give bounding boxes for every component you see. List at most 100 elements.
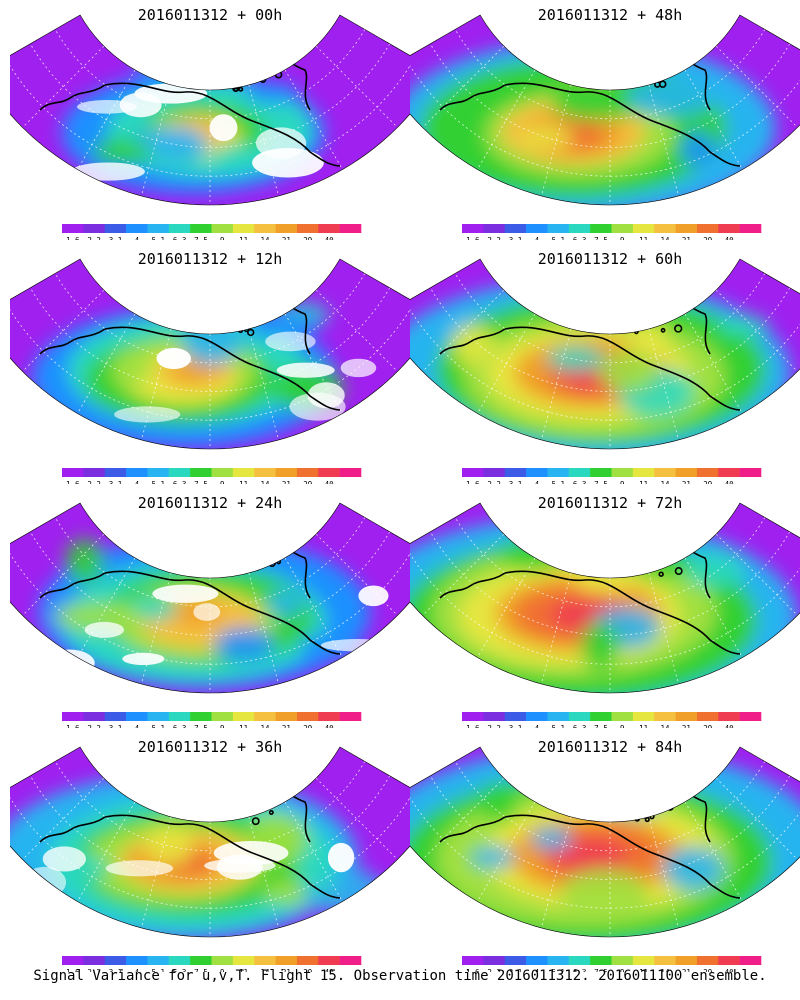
colorbar-swatch bbox=[339, 224, 362, 233]
colorbar-label: 11 bbox=[639, 968, 648, 972]
colorbar-swatch bbox=[568, 224, 591, 233]
colorbar-swatch bbox=[739, 712, 762, 721]
field-patch bbox=[470, 846, 515, 869]
colorbar-label: 6.3 bbox=[573, 968, 587, 972]
variance-field bbox=[10, 747, 410, 937]
colorbar-swatch bbox=[611, 712, 634, 721]
colorbar-label: 4 bbox=[535, 968, 540, 972]
panel-title: 2016011312 + 36h bbox=[137, 738, 283, 756]
field-patch bbox=[499, 536, 569, 572]
meridian-line bbox=[648, 328, 679, 441]
colorbar-swatch bbox=[590, 224, 612, 233]
island bbox=[246, 808, 254, 816]
coast-alaska bbox=[504, 326, 741, 411]
colorbar-label: 14 bbox=[261, 236, 271, 240]
colorbar-swatch bbox=[318, 712, 340, 721]
colorbar-label: 14 bbox=[661, 480, 671, 484]
field-patch bbox=[114, 348, 152, 387]
latitude-line bbox=[54, 29, 366, 120]
colorbar-label: 7.5 bbox=[594, 480, 608, 484]
island bbox=[226, 63, 234, 71]
map-border bbox=[10, 258, 410, 450]
latitude-line bbox=[10, 57, 410, 177]
colorbar-swatch bbox=[654, 468, 676, 477]
colorbar-swatch bbox=[232, 224, 255, 233]
coast-siberia bbox=[39, 328, 106, 355]
missing-data bbox=[42, 846, 86, 872]
colorbar-swatch bbox=[126, 712, 148, 721]
field-patch bbox=[560, 868, 649, 917]
island bbox=[655, 796, 663, 804]
field-patch bbox=[480, 780, 518, 823]
colorbar-label: 6.3 bbox=[573, 480, 587, 484]
island bbox=[241, 812, 247, 818]
colorbar-swatch bbox=[168, 956, 191, 965]
colorbar-label: 40 bbox=[725, 480, 735, 484]
coast-siberia bbox=[39, 572, 106, 599]
latitude-line bbox=[54, 273, 366, 364]
colorbar-label: 1.6 bbox=[466, 724, 480, 728]
colorbar-swatch bbox=[339, 712, 362, 721]
colorbar: 1.6 2.2 3.1 4 5.1 6.3 7.5 9 11 14 21 29 40 bbox=[62, 468, 362, 484]
colorbar-swatch bbox=[718, 468, 740, 477]
meridian-line bbox=[22, 45, 105, 128]
meridian-line bbox=[715, 45, 798, 128]
graticule bbox=[10, 273, 410, 449]
colorbar-swatch bbox=[190, 468, 212, 477]
meridian-line bbox=[22, 289, 105, 372]
meridian-line bbox=[284, 313, 343, 414]
colorbar-swatch bbox=[718, 224, 740, 233]
colorbar-label: 9 bbox=[620, 236, 625, 240]
colorbar: 1.6 2.2 3.1 4 5.1 6.3 7.5 9 11 14 21 29 40 bbox=[62, 956, 362, 972]
colorbar-swatch bbox=[296, 468, 319, 477]
colorbar-label: 5.1 bbox=[151, 968, 165, 972]
colorbar-swatch bbox=[296, 224, 319, 233]
colorbar-swatch bbox=[339, 468, 362, 477]
colorbar-swatch bbox=[275, 956, 298, 965]
island bbox=[649, 801, 655, 807]
colorbar-swatch bbox=[104, 224, 127, 233]
colorbar-swatch bbox=[483, 956, 506, 965]
colorbar-swatch bbox=[675, 224, 698, 233]
colorbar-swatch bbox=[654, 956, 676, 965]
coast-siberia bbox=[39, 84, 106, 111]
colorbar-label: 5.1 bbox=[551, 968, 565, 972]
colorbar-swatch bbox=[275, 224, 298, 233]
island bbox=[247, 328, 255, 337]
colorbar-swatch bbox=[462, 224, 484, 233]
map-p12: 1.6 2.2 3.1 4 5.1 6.3 7.5 9 11 14 21 29 40 bbox=[10, 258, 410, 484]
field-patch bbox=[663, 846, 725, 891]
colorbar-label: 11 bbox=[239, 236, 248, 240]
variance-field bbox=[410, 747, 800, 937]
colorbar-label: 6.3 bbox=[573, 236, 587, 240]
island bbox=[648, 310, 656, 318]
colorbar-label: 21 bbox=[282, 968, 291, 972]
meridian-line bbox=[284, 69, 343, 170]
coast-siberia bbox=[39, 816, 106, 843]
panel-p36: 2016011312 + 36h 1.62.23.145.16.37.59111… bbox=[10, 732, 410, 972]
meridian-line bbox=[684, 801, 743, 902]
island bbox=[263, 798, 272, 808]
colorbar-label: 4 bbox=[535, 236, 540, 240]
colorbar-label: 6.3 bbox=[573, 724, 587, 728]
colorbar-swatch bbox=[611, 956, 634, 965]
colorbar-label: 6.3 bbox=[173, 724, 187, 728]
colorbar-label: 4 bbox=[535, 480, 540, 484]
colorbar-swatch bbox=[168, 224, 191, 233]
colorbar-swatch bbox=[696, 712, 719, 721]
meridian-line bbox=[715, 777, 798, 860]
colorbar-swatch bbox=[126, 224, 148, 233]
map-p72: 1.6 2.2 3.1 4 5.1 6.3 7.5 9 11 14 21 29 40 bbox=[410, 502, 800, 728]
colorbar: 1.6 2.2 3.1 4 5.1 6.3 7.5 9 11 14 21 29 40 bbox=[62, 224, 362, 240]
colorbar: 1.6 2.2 3.1 4 5.1 6.3 7.5 9 11 14 21 29 40 bbox=[462, 468, 762, 484]
colorbar-swatch bbox=[654, 712, 676, 721]
meridian-line bbox=[684, 69, 743, 170]
map-p24: 1.6 2.2 3.1 4 5.1 6.3 7.5 9 11 14 21 29 40 bbox=[10, 502, 410, 728]
graticule bbox=[410, 29, 800, 205]
colorbar-label: 29 bbox=[303, 480, 312, 484]
colorbar-swatch bbox=[147, 224, 170, 233]
island bbox=[652, 304, 659, 312]
missing-data bbox=[209, 114, 238, 142]
variance-field bbox=[410, 259, 800, 449]
